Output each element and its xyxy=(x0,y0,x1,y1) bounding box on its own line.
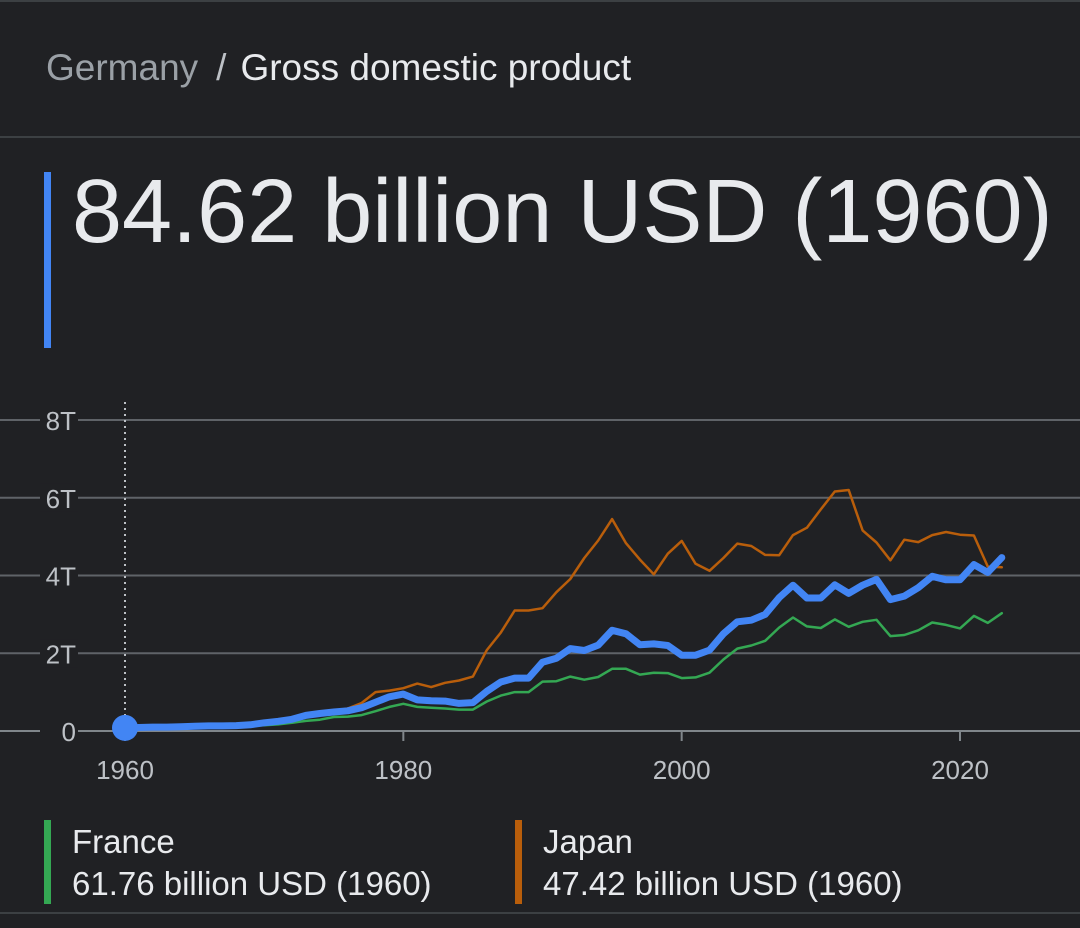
headline-accent-bar xyxy=(44,172,51,348)
y-tick-label-bg xyxy=(40,717,78,745)
y-tick-label-0: 0 xyxy=(62,717,76,747)
legend-value-japan: 47.42 billion USD (1960) xyxy=(543,865,903,902)
top-border xyxy=(0,0,1080,2)
header-divider xyxy=(0,136,1080,138)
series-line-germany xyxy=(121,554,1006,732)
legend-name-france: France xyxy=(72,823,175,860)
headline-value: 84.62 billion USD (1960) xyxy=(72,162,1053,262)
breadcrumb-country[interactable]: Germany xyxy=(46,47,199,88)
gdp-line-chart[interactable]: 0 2T 4T 6T 8T 1960 1980 2000 2020 xyxy=(0,390,1080,790)
y-tick-label-6T: 6T xyxy=(46,484,76,514)
breadcrumb-separator: / xyxy=(216,47,227,88)
y-tick-label-bg xyxy=(40,639,78,668)
x-tick-label-2020: 2020 xyxy=(931,755,989,785)
breadcrumb: Germany / Gross domestic product xyxy=(46,44,631,92)
y-tick-label-8T: 8T xyxy=(46,406,76,436)
footer-divider xyxy=(0,912,1080,914)
y-tick-label-2T: 2T xyxy=(46,639,76,669)
legend-swatch-france xyxy=(44,820,51,904)
y-tick-label-bg xyxy=(40,561,78,590)
legend-name-japan: Japan xyxy=(543,823,633,860)
y-tick-label-bg xyxy=(40,406,78,434)
legend-item-france[interactable]: France 61.76 billion USD (1960) xyxy=(44,818,484,906)
series-line-japan xyxy=(123,488,1004,731)
legend-swatch-japan xyxy=(515,820,522,904)
series-line-france xyxy=(123,611,1004,730)
x-tick-label-1980: 1980 xyxy=(374,755,432,785)
x-tick-label-2000: 2000 xyxy=(653,755,711,785)
legend-value-france: 61.76 billion USD (1960) xyxy=(72,865,432,902)
legend-item-japan[interactable]: Japan 47.42 billion USD (1960) xyxy=(515,818,955,906)
y-tick-label-4T: 4T xyxy=(46,562,76,592)
breadcrumb-metric: Gross domestic product xyxy=(240,47,632,88)
highlight-point xyxy=(112,714,138,741)
y-tick-label-bg xyxy=(40,483,78,512)
x-tick-label-1960: 1960 xyxy=(96,755,154,785)
